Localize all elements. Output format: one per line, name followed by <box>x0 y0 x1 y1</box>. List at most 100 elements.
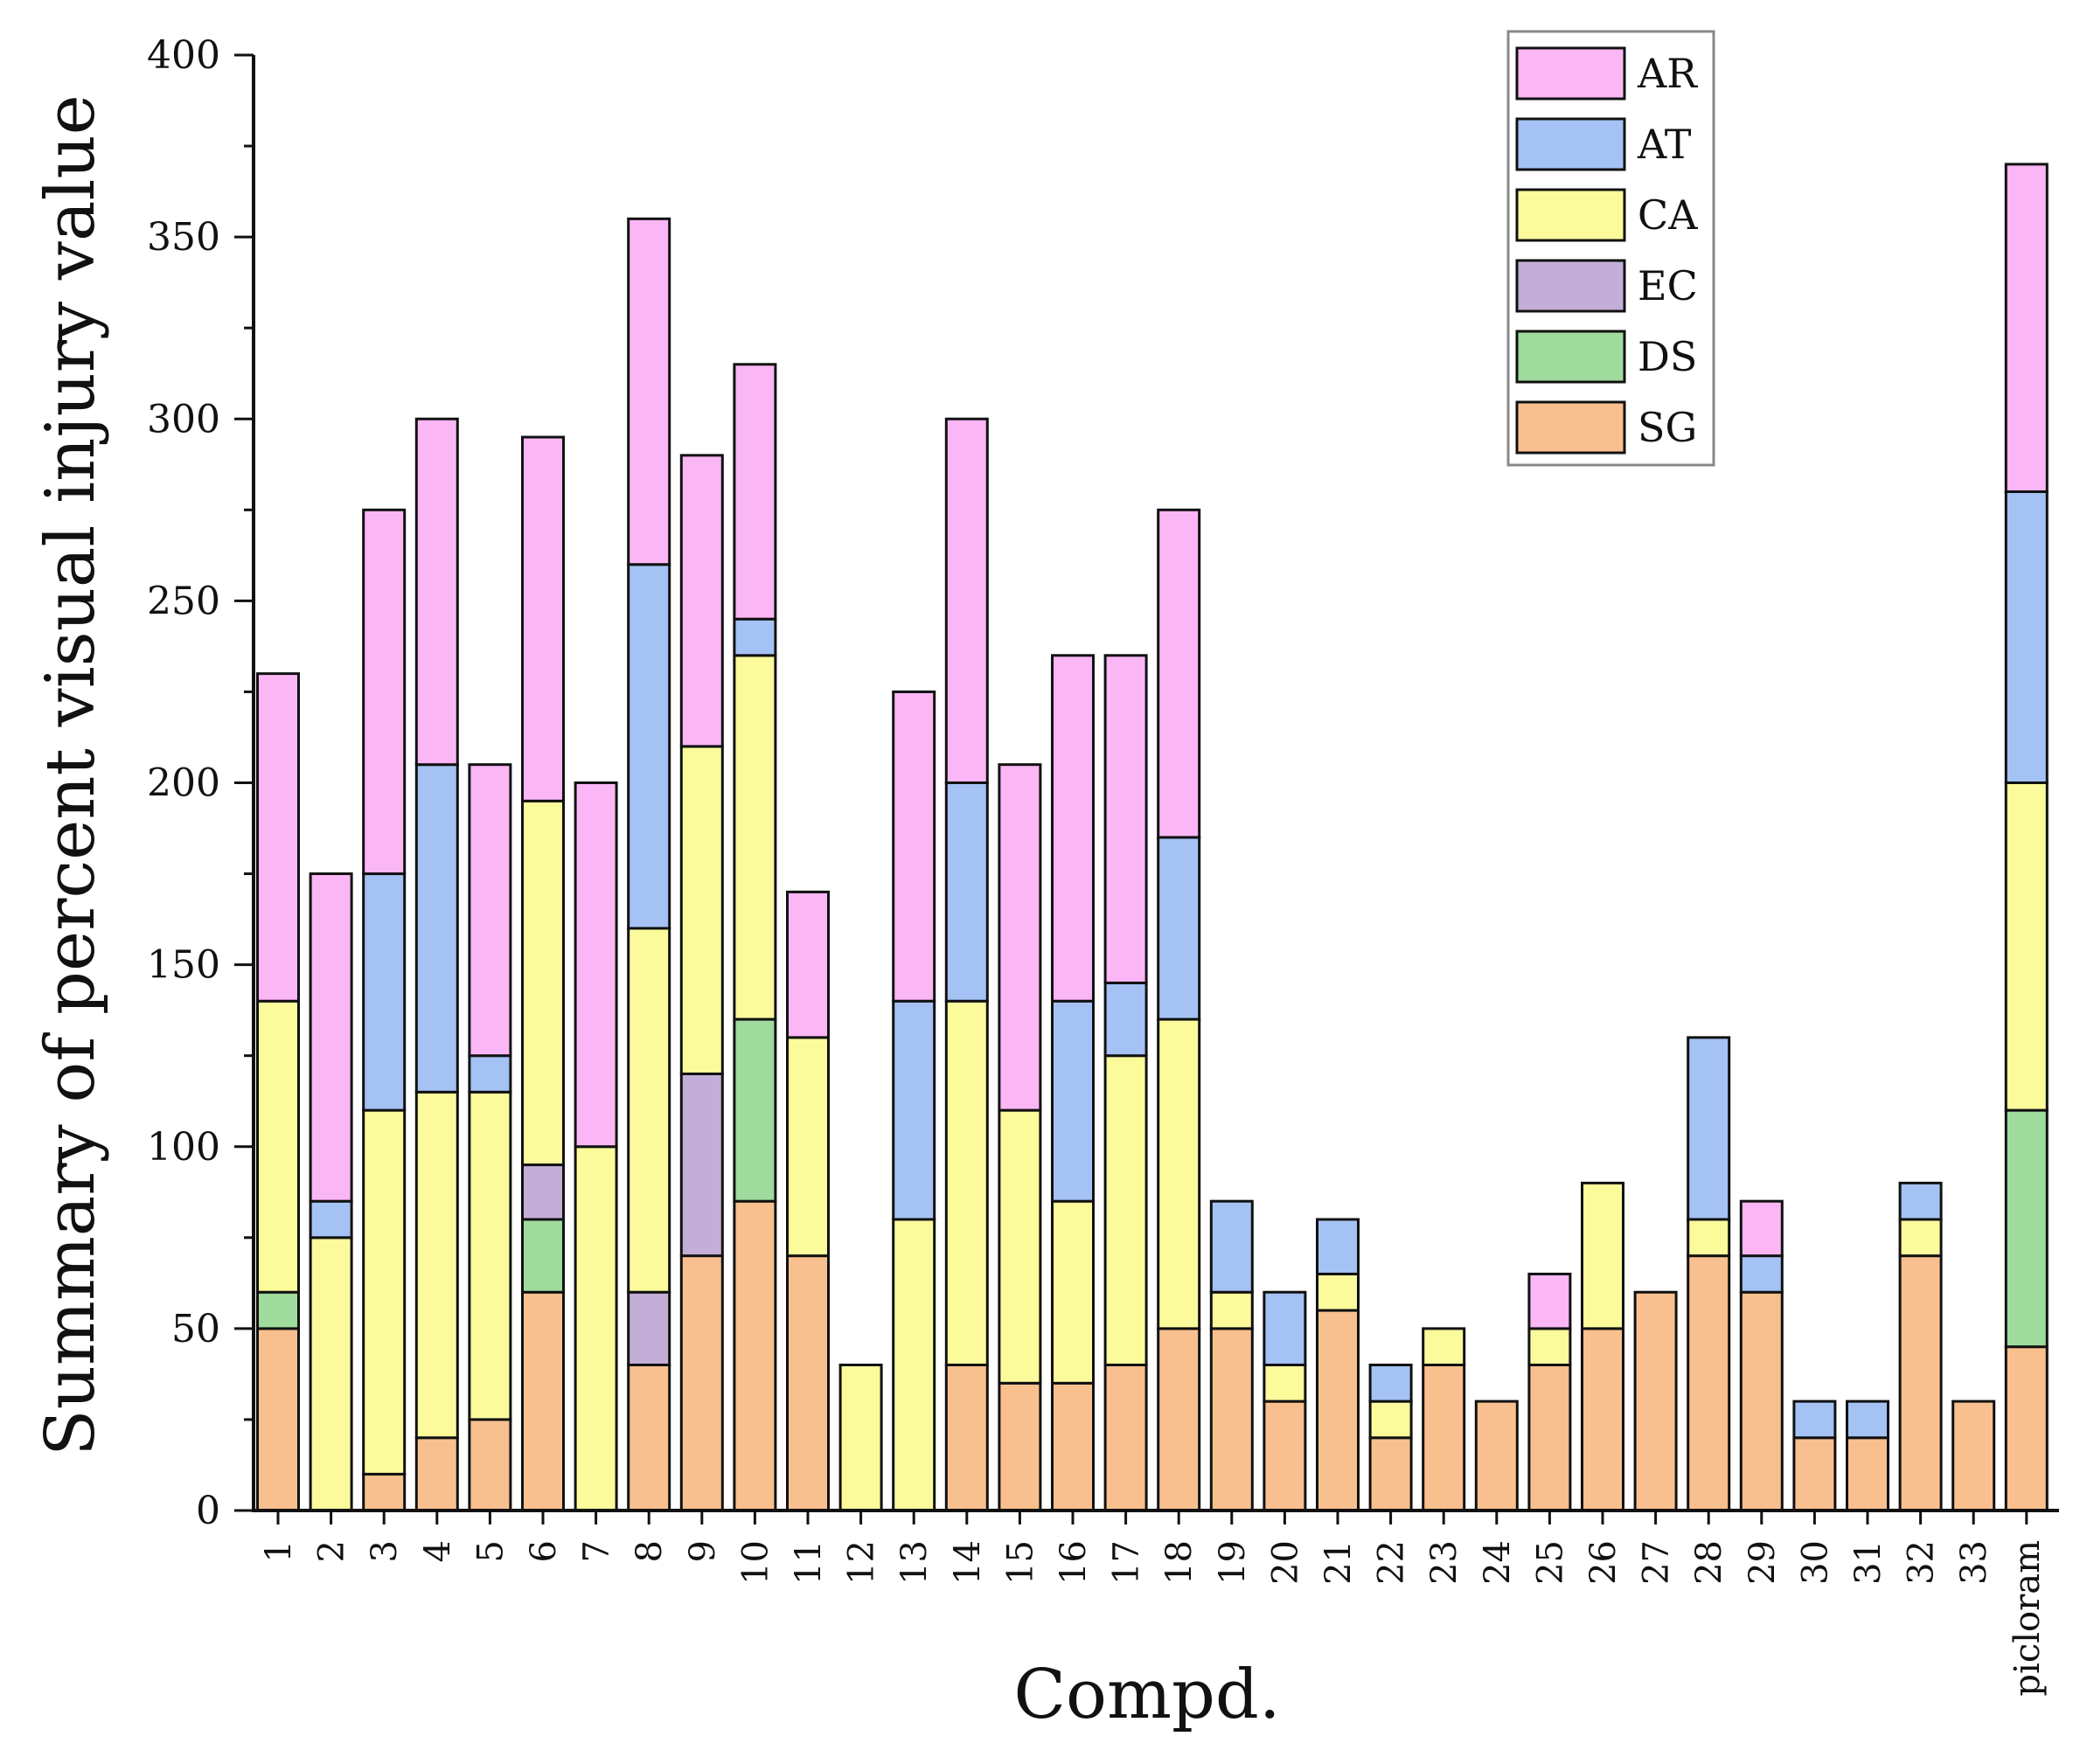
y-tick-label: 400 <box>147 33 220 78</box>
x-tick-label-25: 25 <box>1530 1540 1570 1585</box>
bar-segment-sg-picloram <box>2004 1345 2049 1512</box>
bar-segment-ar-15 <box>998 763 1042 1112</box>
bar-segment-ar-18 <box>1157 508 1201 839</box>
bar-segment-ca-2 <box>309 1236 353 1512</box>
bar-segment-ca-19 <box>1209 1290 1254 1330</box>
x-tick-label-4: 4 <box>418 1540 458 1562</box>
legend-swatch-ar <box>1515 46 1626 101</box>
bar-segment-at-21 <box>1316 1218 1360 1275</box>
bar-segment-sg-3 <box>362 1472 407 1512</box>
bar-segment-ca-21 <box>1316 1272 1360 1312</box>
x-tick-label-11: 11 <box>789 1540 829 1585</box>
x-tick-label-5: 5 <box>470 1540 511 1562</box>
bar-segment-at-30 <box>1792 1399 1837 1440</box>
bar-segment-ds-1 <box>256 1290 300 1330</box>
bar-segment-sg-21 <box>1316 1309 1360 1512</box>
bar-segment-ca-4 <box>414 1090 459 1440</box>
bar-segment-ar-16 <box>1051 654 1095 1003</box>
x-axis-title: Compd. <box>1013 1656 1280 1734</box>
legend-swatch-sg <box>1515 400 1626 455</box>
x-tick-label-13: 13 <box>894 1540 935 1585</box>
x-ticks: 1 2 3 4 5 6 7 8 9 10 11 12 13 14 15 16 17 18 19 20 21 22 23 24 2… <box>259 1511 2048 1697</box>
y-tick-label: 0 <box>196 1489 220 1533</box>
bar-segment-ca-17 <box>1103 1054 1148 1366</box>
bar-segment-sg-1 <box>256 1327 300 1512</box>
bar-segment-sg-17 <box>1103 1364 1148 1512</box>
bar-segment-at-5 <box>468 1054 512 1094</box>
legend: AR AT CA EC DS SG <box>1506 30 1715 467</box>
bar-segment-sg-26 <box>1581 1327 1624 1512</box>
y-ticks: 0 50 100 150 200 250 300 350 400 <box>147 33 254 1533</box>
legend-label-ec: EC <box>1638 262 1698 309</box>
x-tick-label-28: 28 <box>1689 1540 1729 1585</box>
bar-segment-sg-8 <box>627 1364 671 1512</box>
x-tick-label-3: 3 <box>365 1540 405 1562</box>
bar-segment-sg-20 <box>1263 1399 1307 1512</box>
bar-segment-sg-29 <box>1739 1290 1784 1512</box>
y-tick-label: 350 <box>147 215 220 260</box>
bar-segment-at-22 <box>1368 1364 1413 1403</box>
x-tick-label-7: 7 <box>577 1540 617 1562</box>
bar-segment-ca-12 <box>838 1364 883 1512</box>
x-tick-label-31: 31 <box>1848 1540 1889 1585</box>
bar-segment-sg-6 <box>521 1290 565 1512</box>
bar-segment-sg-14 <box>944 1364 989 1512</box>
y-tick-label: 100 <box>147 1125 220 1170</box>
bar-segment-ds-10 <box>733 1017 777 1203</box>
x-tick-label-22: 22 <box>1372 1540 1412 1585</box>
bar-segment-sg-9 <box>679 1254 724 1512</box>
x-tick-label-14: 14 <box>948 1540 988 1585</box>
bar-segment-at-3 <box>362 872 407 1112</box>
bar-segment-sg-19 <box>1209 1327 1254 1512</box>
x-tick-label-2: 2 <box>312 1540 352 1562</box>
bar-segment-sg-25 <box>1527 1364 1572 1512</box>
bar-segment-ca-11 <box>786 1036 830 1258</box>
bar-segment-ar-17 <box>1103 654 1148 984</box>
bar-segment-ca-10 <box>733 654 777 1021</box>
x-tick-label-18: 18 <box>1159 1540 1200 1585</box>
bar-segment-ca-5 <box>468 1090 512 1421</box>
x-tick-label-27: 27 <box>1637 1540 1677 1585</box>
bar-segment-ar-2 <box>309 872 353 1203</box>
bar-segment-sg-27 <box>1633 1290 1678 1512</box>
x-tick-label-20: 20 <box>1265 1540 1305 1585</box>
bar-segment-sg-16 <box>1051 1381 1095 1512</box>
bar-segment-ar-14 <box>944 417 989 784</box>
bar-segment-at-8 <box>627 563 671 930</box>
bar-segment-sg-28 <box>1687 1254 1731 1512</box>
x-tick-label-29: 29 <box>1743 1540 1783 1585</box>
bar-segment-sg-24 <box>1474 1399 1519 1512</box>
bar-segment-ds-6 <box>521 1218 565 1294</box>
y-tick-label: 50 <box>171 1307 220 1351</box>
legend-label-ca: CA <box>1638 191 1698 239</box>
bar-segment-ca-3 <box>362 1108 407 1476</box>
bar-segment-ca-25 <box>1527 1327 1572 1367</box>
bar-segment-ca-6 <box>521 799 565 1167</box>
bars-layer <box>256 163 2049 1512</box>
x-tick-label-30: 30 <box>1795 1540 1835 1585</box>
bar-segment-ar-3 <box>362 508 407 876</box>
legend-label-ar: AR <box>1637 50 1698 97</box>
x-tick-label-picloram: picloram <box>2007 1540 2048 1697</box>
bar-segment-at-28 <box>1687 1036 1731 1221</box>
bar-segment-ca-9 <box>679 745 724 1076</box>
bar-segment-ca-13 <box>892 1218 936 1512</box>
legend-swatch-ca <box>1515 188 1626 242</box>
y-axis-title: Summary of percent visual injury value <box>31 94 110 1456</box>
legend-swatch-ec <box>1515 259 1626 313</box>
bar-segment-ca-20 <box>1263 1364 1307 1403</box>
bar-segment-ca-18 <box>1157 1017 1201 1330</box>
bar-segment-ca-picloram <box>2004 781 2049 1112</box>
bar-segment-ar-10 <box>733 363 777 621</box>
x-tick-label-10: 10 <box>735 1540 776 1585</box>
bar-segment-sg-10 <box>733 1199 777 1512</box>
x-tick-label-33: 33 <box>1954 1540 1994 1585</box>
bar-segment-ca-8 <box>627 927 671 1294</box>
bar-segment-sg-23 <box>1422 1364 1466 1512</box>
bar-segment-ar-1 <box>256 672 300 1003</box>
bar-segment-at-14 <box>944 781 989 1003</box>
bar-segment-sg-5 <box>468 1418 512 1512</box>
bar-segment-ar-13 <box>892 690 936 1003</box>
x-tick-label-17: 17 <box>1107 1540 1147 1585</box>
